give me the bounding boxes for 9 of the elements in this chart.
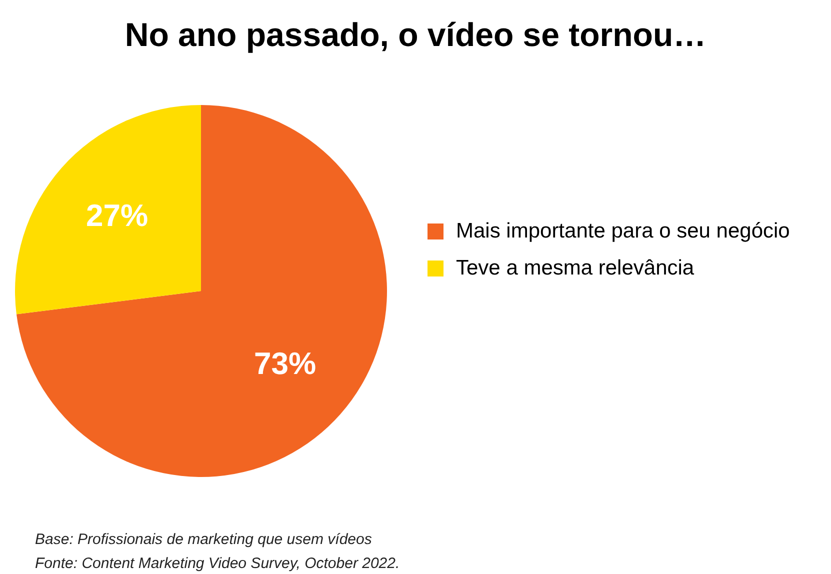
legend-label: Mais importante para o seu negócio (456, 220, 790, 242)
pie-slice (16, 105, 387, 477)
pie-slice (15, 105, 201, 314)
text: Base: Profissionais de marketing que usem vídeos (35, 530, 372, 550)
data-label: 27% (86, 198, 148, 233)
source-note: Fonte: Content Marketing Video Survey, October 2022. (35, 554, 400, 574)
data-label: 73% (254, 346, 316, 382)
chart-title: No ano passado, o vídeo se tornou… (124, 16, 706, 53)
legend-label: Teve a mesma relevância (456, 256, 694, 280)
